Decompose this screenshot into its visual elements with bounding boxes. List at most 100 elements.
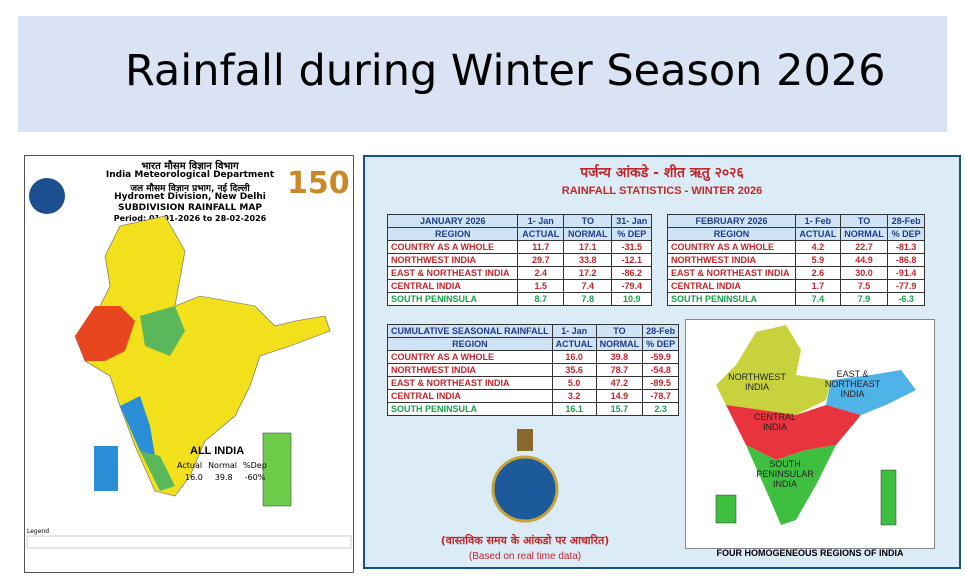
table-cell: -86.2	[611, 266, 652, 280]
stats-table: JANUARY 2026 1- Jan TO 31- Jan REGION ACTUAL N…	[386, 214, 652, 306]
table-cell: -31.5	[611, 240, 652, 254]
table-cell: 7.5	[839, 279, 889, 293]
map-red	[75, 306, 135, 361]
table-cell: -77.9	[887, 279, 925, 293]
table-header: FEBRUARY 2026 1- Feb TO 28-Feb	[667, 214, 925, 228]
table-cell: 10.9	[611, 292, 652, 306]
emblem-top	[517, 429, 533, 451]
header-cell: FEBRUARY 2026	[667, 214, 796, 228]
table-cell: 11.7	[517, 240, 565, 254]
table-cell: 22.7	[839, 240, 889, 254]
table-cell: -59.9	[642, 350, 680, 364]
table-cell: -81.3	[887, 240, 925, 254]
division-hindi: जल मौसम विज्ञान प्रभाग, नई दिल्ली	[130, 184, 250, 194]
table-cell: -78.7	[642, 389, 680, 403]
table-row: SOUTH PENINSULA 8.7 7.8 10.9	[386, 292, 652, 306]
table-cell: NORTHWEST INDIA	[667, 253, 796, 267]
island-box	[880, 469, 897, 526]
table-cell: COUNTRY AS A WHOLE	[386, 240, 519, 254]
all-india-value: 16.0	[185, 473, 203, 482]
division: Hydromet Division, New Delhi	[114, 192, 266, 202]
table-cell: 17.1	[563, 240, 613, 254]
table-row: COUNTRY AS A WHOLE 16.0 39.8 -59.9	[387, 350, 680, 364]
slide-title: Rainfall during Winter Season 2026	[125, 46, 886, 96]
table-row: COUNTRY AS A WHOLE 11.7 17.1 -31.5	[386, 240, 652, 254]
column-cell: % DEP	[642, 337, 680, 351]
table-cell: -6.3	[887, 292, 925, 306]
table-cell: 7.9	[839, 292, 889, 306]
table-cell: 2.3	[642, 402, 680, 416]
island-box	[715, 494, 737, 524]
column-header: REGION ACTUAL NORMAL% DEP	[387, 337, 680, 351]
table-cell: 15.7	[595, 402, 644, 416]
table-cell: 33.8	[563, 253, 613, 267]
table-row: EAST & NORTHEAST INDIA 5.0 47.2 -89.5	[387, 376, 680, 390]
table-cell: EAST & NORTHEAST INDIA	[387, 376, 553, 390]
table-cell: EAST & NORTHEAST INDIA	[667, 266, 796, 280]
table-cell: COUNTRY AS A WHOLE	[667, 240, 796, 254]
region-label: SOUTH PENINSULAR INDIA	[756, 459, 814, 489]
table-cell: SOUTH PENINSULA	[386, 292, 519, 306]
table-cell: -89.5	[642, 376, 680, 390]
table-cell: 2.4	[517, 266, 565, 280]
table-cell: 35.6	[551, 363, 597, 377]
legend-title: Legend	[27, 528, 50, 535]
all-india-value: -60%	[244, 473, 266, 482]
table-cell: 7.4	[794, 292, 841, 306]
table-cell: 14.9	[595, 389, 644, 403]
header-cell: TO	[839, 214, 889, 228]
map-green-south	[140, 451, 175, 491]
all-india-values: 16.0 39.8 -60%	[185, 473, 265, 482]
table-cell: 44.9	[839, 253, 889, 267]
table-row: NORTHWEST INDIA 35.6 78.7 -54.8	[387, 363, 680, 377]
table-row: NORTHWEST INDIA 29.7 33.8 -12.1	[386, 253, 652, 267]
table-cell: 1.7	[794, 279, 841, 293]
table-cell: -79.4	[611, 279, 652, 293]
table-cell: -91.4	[887, 266, 925, 280]
table-cell: CENTRAL INDIA	[667, 279, 796, 293]
table-cell: 78.7	[595, 363, 644, 377]
table-row: CENTRAL INDIA 1.7 7.5 -77.9	[667, 279, 925, 293]
header-cell: 1- Jan	[517, 214, 565, 228]
region-label: NORTHWEST INDIA	[728, 372, 786, 392]
table-cell: SOUTH PENINSULA	[667, 292, 796, 306]
all-india-label: ALL INDIA	[190, 445, 245, 457]
table-cell: 4.2	[794, 240, 841, 254]
column-header: REGION ACTUAL NORMAL% DEP	[667, 227, 925, 241]
header-cell: JANUARY 2026	[386, 214, 519, 228]
region-caption: FOUR HOMOGENEOUS REGIONS OF INDIA	[716, 548, 904, 558]
period: Period: 01-01-2026 to 28-02-2026	[113, 214, 267, 223]
region-east	[826, 370, 916, 415]
emblem-disk	[491, 455, 559, 523]
header-cell: 28-Feb	[887, 214, 925, 228]
table-cell: NORTHWEST INDIA	[386, 253, 519, 267]
logo-150: 150	[287, 166, 350, 201]
header-cell: 31- Jan	[611, 214, 652, 228]
table-row: EAST & NORTHEAST INDIA 2.4 17.2 -86.2	[386, 266, 652, 280]
table-cell: 17.2	[563, 266, 613, 280]
column-cell: NORMAL	[839, 227, 889, 241]
stats-table: CUMULATIVE SEASONAL RAINFALL 1- Jan TO 28-F…	[387, 324, 680, 416]
column-cell: % DEP	[611, 227, 652, 241]
all-india-columns: Actual Normal %Dep	[177, 461, 267, 470]
hindi-note: (वास्तविक समय के आंकडो पर आधारित)	[440, 534, 610, 547]
header-cell: 1- Jan	[551, 324, 597, 338]
table-cell: 7.4	[563, 279, 613, 293]
table-cell: 1.5	[517, 279, 565, 293]
table-cell: 16.1	[551, 402, 597, 416]
table-cell: EAST & NORTHEAST INDIA	[386, 266, 519, 280]
table-cell: 8.7	[517, 292, 565, 306]
table-row: NORTHWEST INDIA 5.9 44.9 -86.8	[667, 253, 925, 267]
region-map	[685, 319, 935, 549]
column-cell: ACTUAL	[794, 227, 841, 241]
table-cell: 7.8	[563, 292, 613, 306]
table-row: CENTRAL INDIA 3.2 14.9 -78.7	[387, 389, 680, 403]
table-row: SOUTH PENINSULA 7.4 7.9 -6.3	[667, 292, 925, 306]
table-cell: -12.1	[611, 253, 652, 267]
table-header: JANUARY 2026 1- Jan TO 31- Jan	[386, 214, 652, 228]
map-drawing	[26, 178, 352, 549]
map-title: SUBDIVISION RAINFALL MAP	[118, 203, 262, 213]
map-blue	[120, 396, 155, 456]
region-south	[746, 445, 836, 525]
